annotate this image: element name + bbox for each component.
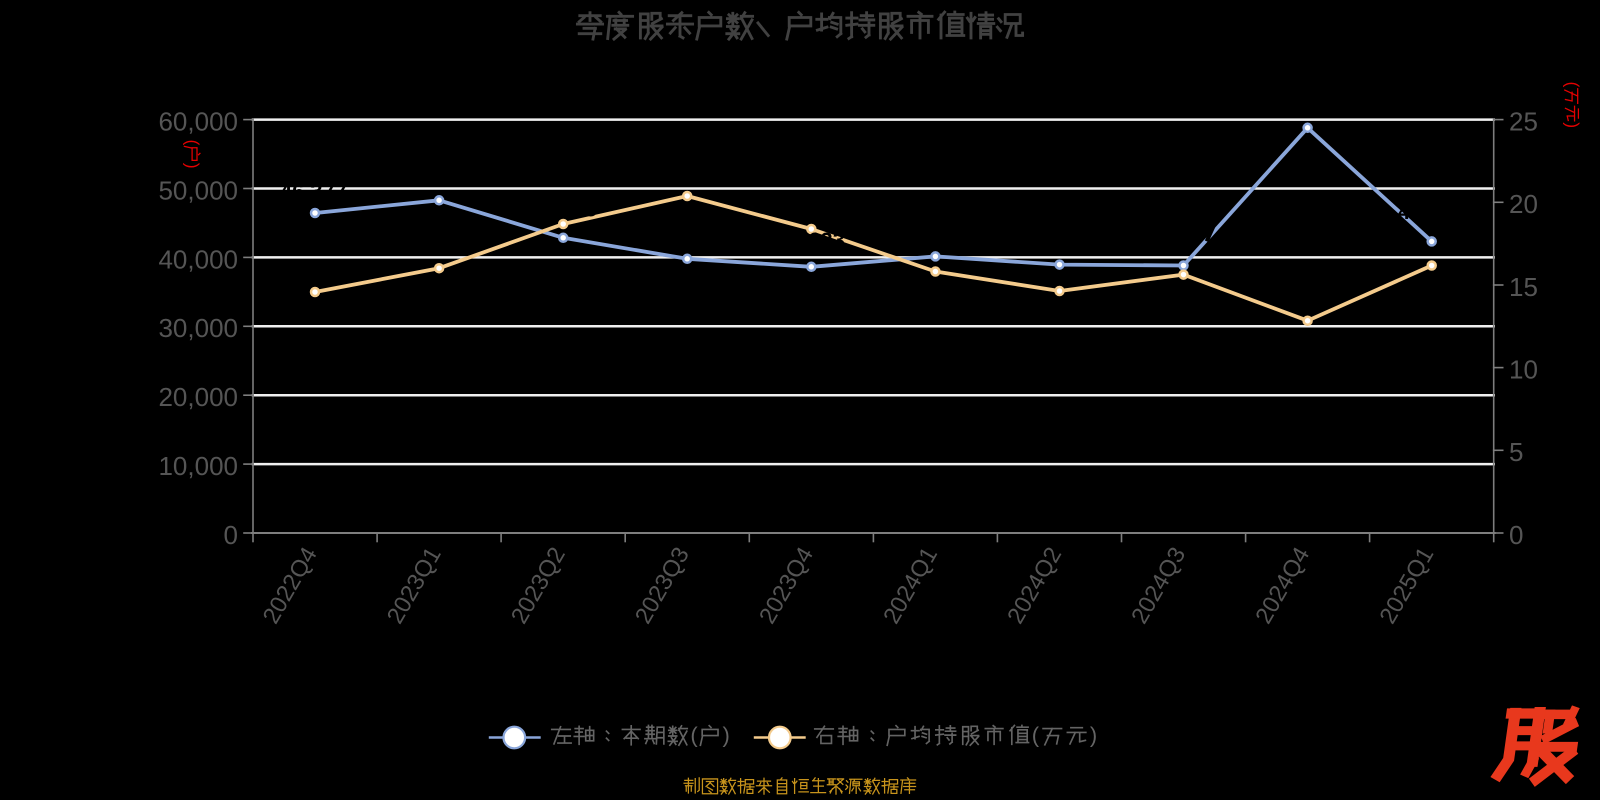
svg-text:): ) xyxy=(1090,722,1097,747)
svg-text:40,141: 40,141 xyxy=(902,222,969,247)
svg-text:46,377: 46,377 xyxy=(280,179,347,204)
svg-text:38,633: 38,633 xyxy=(778,228,845,253)
svg-text:15: 15 xyxy=(1509,272,1538,302)
svg-text:5: 5 xyxy=(1509,437,1523,467)
svg-text:60,000: 60,000 xyxy=(158,107,238,137)
svg-text:10: 10 xyxy=(1509,355,1538,385)
svg-text:): ) xyxy=(723,722,730,747)
svg-text:39,766: 39,766 xyxy=(654,225,721,250)
svg-text:30,000: 30,000 xyxy=(158,313,238,343)
svg-text:(: ( xyxy=(183,140,203,146)
svg-text:(: ( xyxy=(690,722,698,747)
svg-text:50,000: 50,000 xyxy=(158,175,238,205)
svg-text:0: 0 xyxy=(224,520,238,550)
svg-text:25: 25 xyxy=(1509,107,1538,137)
svg-text:10,000: 10,000 xyxy=(158,451,238,481)
svg-text:42,958: 42,958 xyxy=(530,197,597,222)
svg-text:20: 20 xyxy=(1509,189,1538,219)
svg-text:(: ( xyxy=(1563,82,1583,88)
svg-text:): ) xyxy=(1563,122,1583,128)
svg-text:0: 0 xyxy=(1509,520,1523,550)
svg-text:(: ( xyxy=(1032,722,1040,747)
svg-text:38,952: 38,952 xyxy=(1026,231,1093,256)
svg-text:): ) xyxy=(183,163,203,169)
svg-text:42,324: 42,324 xyxy=(1398,199,1466,224)
svg-text:40,000: 40,000 xyxy=(158,244,238,274)
svg-text:58,812: 58,812 xyxy=(1274,94,1341,119)
svg-text:20,000: 20,000 xyxy=(158,382,238,412)
svg-text:48,280: 48,280 xyxy=(405,163,472,188)
